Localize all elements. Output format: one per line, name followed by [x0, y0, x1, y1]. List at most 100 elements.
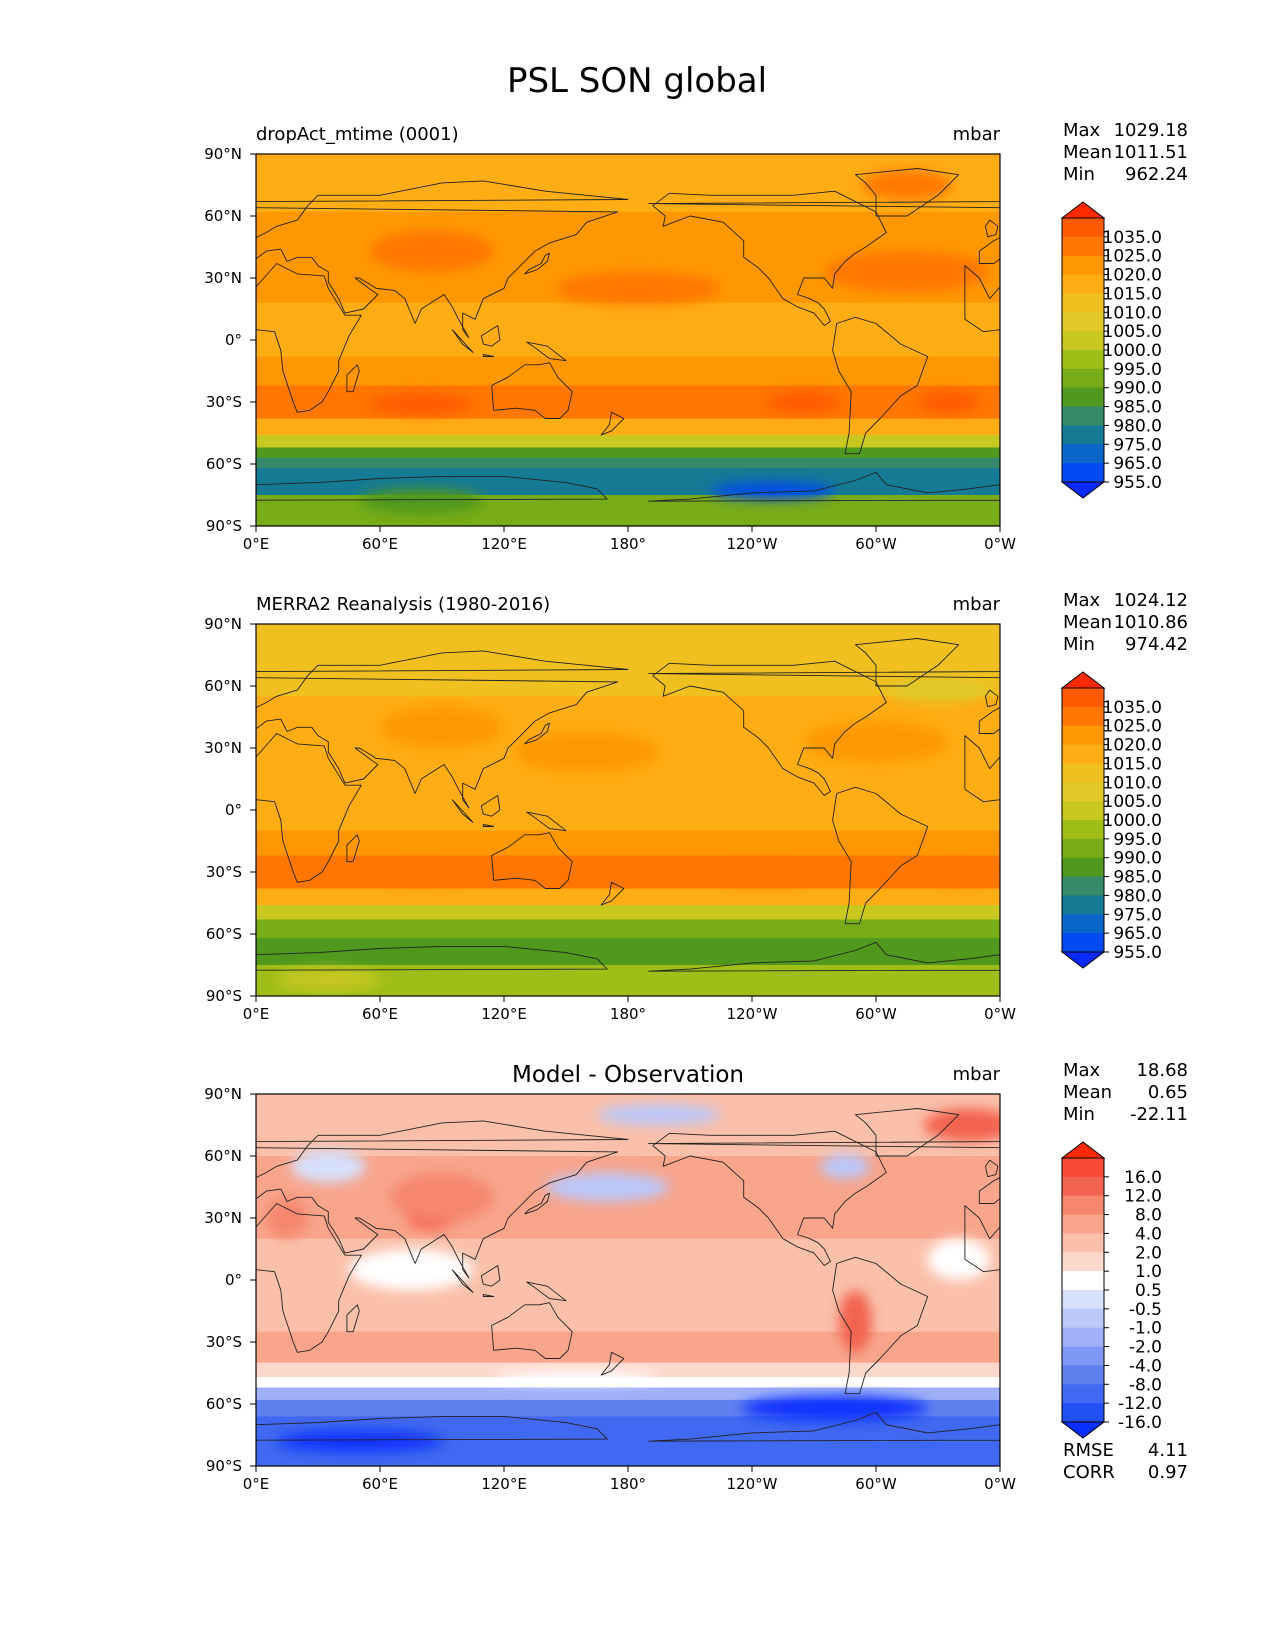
- x-tick-label: 0°E: [243, 1005, 270, 1023]
- field-blob: [710, 482, 835, 500]
- field-blob: [514, 731, 660, 773]
- coastline: [256, 733, 362, 883]
- colorbar-tick-label: 1035.0: [1103, 228, 1162, 248]
- colorbar-bin: [1062, 236, 1104, 257]
- field-blob: [276, 1430, 442, 1452]
- field-band: [256, 1280, 1000, 1333]
- colorbar-tick-label: 1015.0: [1103, 754, 1162, 774]
- coastline: [985, 219, 999, 238]
- coastline: [256, 1120, 629, 1279]
- coastline: [256, 1415, 608, 1466]
- colorbar-bin: [1062, 425, 1104, 445]
- coastline: [832, 786, 929, 925]
- colorbar-bin: [1062, 1214, 1104, 1234]
- y-tick-label: 90°N: [204, 145, 242, 163]
- x-tick-label: 180°: [610, 535, 646, 553]
- stat-value: 1010.86: [1114, 612, 1188, 633]
- colorbar-bin: [1062, 1195, 1104, 1215]
- stat-value: 974.42: [1125, 634, 1188, 655]
- colorbar-bin: [1062, 688, 1104, 708]
- colorbar-tick-label: 995.0: [1113, 830, 1162, 850]
- colorbar-tick-label: 965.0: [1113, 454, 1162, 474]
- y-tick-label: 90°S: [206, 987, 242, 1005]
- coastline: [854, 1108, 960, 1157]
- colorbar-tick-label: 0.5: [1135, 1281, 1162, 1301]
- coastline: [648, 1411, 1000, 1466]
- colorbar-bin: [1062, 820, 1104, 840]
- coastline: [480, 325, 501, 347]
- map-field: [256, 1094, 1000, 1466]
- metric-label: RMSE: [1063, 1440, 1114, 1461]
- colorbar-tick-label: 995.0: [1113, 360, 1162, 380]
- colorbar-bin: [1062, 1403, 1104, 1423]
- field-blob: [710, 861, 814, 887]
- x-tick-label: 120°W: [727, 535, 778, 553]
- y-tick-label: 0°: [225, 1271, 242, 1289]
- field-band: [256, 1094, 1000, 1157]
- colorbar-tick-label: -8.0: [1129, 1375, 1162, 1395]
- colorbar-bin: [1062, 1158, 1104, 1178]
- field-band: [256, 1362, 1000, 1378]
- y-tick-label: 60°S: [206, 1395, 242, 1413]
- coastline: [256, 263, 362, 413]
- colorbar: 16.012.08.04.02.01.00.5-0.5-1.0-2.0-4.0-…: [1060, 1141, 1162, 1439]
- coastline: [526, 1281, 567, 1302]
- x-tick-label: 60°E: [362, 1475, 398, 1493]
- colorbar-tick-label: 1010.0: [1103, 303, 1162, 323]
- colorbar-tick-label: 1000.0: [1103, 341, 1162, 361]
- stat-label: Max: [1063, 1060, 1101, 1081]
- colorbar-bin: [1062, 914, 1104, 934]
- field-blob: [545, 1172, 670, 1202]
- coastlines: [256, 638, 1000, 996]
- colorbar-extend-bottom: [1060, 481, 1106, 499]
- coastline: [480, 1265, 501, 1287]
- field-blob: [766, 391, 841, 413]
- stat-label: Mean: [1063, 612, 1112, 633]
- coastline: [524, 252, 550, 275]
- x-tick-label: 60°E: [362, 535, 398, 553]
- coastline: [600, 411, 625, 436]
- field-blob: [369, 863, 474, 885]
- y-tick-label: 90°S: [206, 1457, 242, 1475]
- colorbar-bin: [1062, 1271, 1104, 1291]
- colorbar-bin: [1062, 1365, 1104, 1385]
- stat-label: Min: [1063, 1104, 1095, 1125]
- coastline: [451, 329, 474, 353]
- field-band: [256, 457, 1000, 469]
- y-tick-label: 60°S: [206, 455, 242, 473]
- coastline: [985, 1159, 999, 1178]
- coastline: [482, 354, 495, 357]
- field-band: [256, 1377, 1000, 1388]
- panel-title: MERRA2 Reanalysis (1980-2016): [256, 594, 550, 615]
- colorbar-bin: [1062, 331, 1104, 351]
- colorbar-tick-label: 12.0: [1124, 1187, 1162, 1207]
- y-tick-label: 60°N: [204, 207, 242, 225]
- x-tick-label: 120°E: [481, 1005, 527, 1023]
- field-band: [256, 888, 1000, 906]
- stat-value: 1011.51: [1114, 142, 1188, 163]
- colorbar-tick-label: 1015.0: [1103, 284, 1162, 304]
- coastline: [524, 722, 550, 745]
- colorbar-bin: [1062, 1233, 1104, 1253]
- colorbar-tick-label: 955.0: [1113, 943, 1162, 963]
- field-blob: [923, 1108, 1000, 1142]
- field-band: [256, 385, 1000, 420]
- field-band: [256, 418, 1000, 436]
- y-tick-label: 30°S: [206, 393, 242, 411]
- field-blob: [927, 1238, 990, 1281]
- map-field: [256, 624, 1000, 996]
- x-tick-label: 120°W: [727, 1005, 778, 1023]
- colorbar-bin: [1062, 763, 1104, 783]
- x-tick-label: 180°: [610, 1005, 646, 1023]
- stat-value: 0.65: [1148, 1082, 1188, 1103]
- y-tick-label: 30°N: [204, 269, 242, 287]
- colorbar-extend-top: [1060, 201, 1106, 219]
- colorbar-tick-label: 4.0: [1135, 1224, 1162, 1244]
- colorbar-extend-bottom: [1060, 1421, 1106, 1439]
- y-tick-label: 90°S: [206, 517, 242, 535]
- colorbar-bin: [1062, 1346, 1104, 1366]
- x-tick-label: 0°W: [984, 1005, 1016, 1023]
- coastline: [648, 471, 1000, 526]
- colorbar-tick-label: -0.5: [1129, 1300, 1162, 1320]
- colorbar-bin: [1062, 1384, 1104, 1404]
